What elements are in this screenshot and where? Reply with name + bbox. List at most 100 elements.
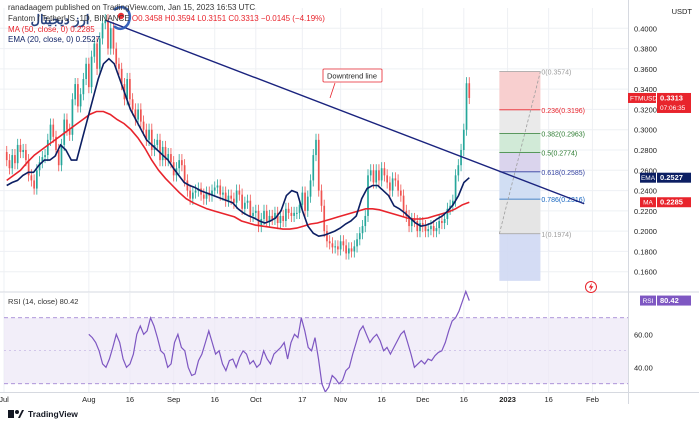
candle [342, 235, 345, 252]
price-tag-value-box [657, 92, 691, 113]
time-tick-label: 16 [211, 395, 219, 404]
candle-body [408, 215, 410, 227]
candle [274, 206, 276, 226]
candle-body [375, 170, 378, 183]
candle-body [438, 221, 441, 229]
rsi-tag-label-box [640, 295, 656, 306]
price-tag-countdown: 07:06:35 [660, 105, 686, 112]
candle-body [397, 180, 399, 191]
candle-body [25, 150, 27, 161]
price-tag-label-box [640, 197, 656, 208]
price-tag-label-box [640, 172, 656, 183]
ema-legend[interactable]: EMA (20, close, 0) 0.2527 [8, 35, 101, 44]
candle [243, 196, 246, 215]
candle-body [306, 196, 309, 211]
candle-body [276, 212, 279, 224]
candle [468, 77, 471, 105]
downtrend-line[interactable] [105, 19, 585, 205]
candle [164, 140, 167, 167]
candle-body [93, 43, 96, 57]
candle-body [342, 241, 345, 246]
time-tick-label: 2023 [499, 395, 516, 404]
candle-body [159, 139, 161, 161]
rsi-tag-value-box [657, 295, 691, 306]
candle [460, 143, 462, 172]
candle-body [96, 43, 98, 69]
candle-body [90, 56, 93, 88]
candle-body [178, 160, 181, 169]
candle-body [443, 218, 446, 224]
candle [339, 235, 342, 256]
candle [413, 212, 416, 228]
candle [49, 118, 52, 146]
fib-extension-zone [499, 233, 541, 281]
candle-body [345, 245, 347, 254]
candle-body [137, 109, 139, 120]
candle-body [46, 139, 49, 156]
candle-body [211, 190, 213, 196]
price-axis-unit: USDT [672, 7, 693, 16]
lightning-icon[interactable] [585, 281, 597, 293]
price-tick-label: 0.2200 [634, 207, 657, 216]
candle [465, 77, 468, 136]
candle-body [356, 239, 358, 247]
candle-body [71, 99, 74, 135]
candle [399, 184, 402, 202]
candle-body [183, 165, 186, 181]
candle-body [462, 129, 465, 150]
candle [159, 133, 161, 167]
candle-body [465, 83, 468, 130]
candle-body [293, 212, 295, 216]
candle [205, 186, 208, 205]
candle-body [257, 210, 260, 227]
candle-body [224, 192, 227, 201]
fib-zone [499, 171, 541, 200]
candle [391, 172, 394, 197]
logo-text: ارز دیجیتال [31, 12, 90, 28]
candle [386, 169, 389, 189]
ohlc-values: O0.3458 H0.3594 L0.3151 C0.3313 −0.0145 … [131, 14, 325, 23]
candle-body [66, 119, 68, 130]
candle-body [167, 154, 170, 161]
time-tick-label: 16 [460, 395, 468, 404]
candle-body [241, 194, 243, 209]
candle [441, 214, 443, 230]
candle [356, 233, 358, 253]
candle [87, 57, 90, 94]
price-axis: 0.1600 0.1800 0.2000 0.2200 0.2400 0.2600 0.28… [628, 0, 693, 404]
candle [427, 223, 430, 238]
tradingview-brand: TradingView [28, 409, 78, 419]
candle-body [222, 192, 224, 195]
candle [186, 174, 189, 197]
candle [156, 133, 159, 152]
candle [46, 133, 49, 162]
ma-50-line [6, 110, 470, 230]
price-tick-label: 0.3000 [634, 126, 657, 135]
candle [109, 22, 112, 55]
ma-legend[interactable]: MA (50, close, 0) 0.2285 [8, 25, 95, 34]
candle-body [11, 155, 14, 169]
candle [361, 219, 364, 240]
candle-body [202, 194, 205, 199]
candle-body [170, 154, 172, 163]
fib-zone [499, 152, 541, 172]
candle-body [364, 215, 367, 227]
candle-body [331, 243, 334, 248]
candle-body [367, 175, 369, 216]
candle [378, 164, 380, 187]
time-tick-label: Aug [82, 395, 95, 404]
fib-level-label: 0.786(0.2316) [541, 197, 585, 204]
price-tag-label: EMA [641, 175, 656, 182]
candle-body [435, 228, 438, 232]
candle-body [164, 146, 167, 161]
candle-body [254, 210, 257, 213]
logo-emblem-icon [117, 12, 125, 20]
candle-body [369, 170, 372, 176]
candle [389, 176, 391, 197]
candle [309, 174, 312, 203]
candle-body [419, 223, 421, 232]
candle [22, 143, 25, 159]
candle-body [337, 246, 339, 250]
downtrend-label: Downtrend line [327, 72, 377, 81]
candle [161, 140, 164, 167]
